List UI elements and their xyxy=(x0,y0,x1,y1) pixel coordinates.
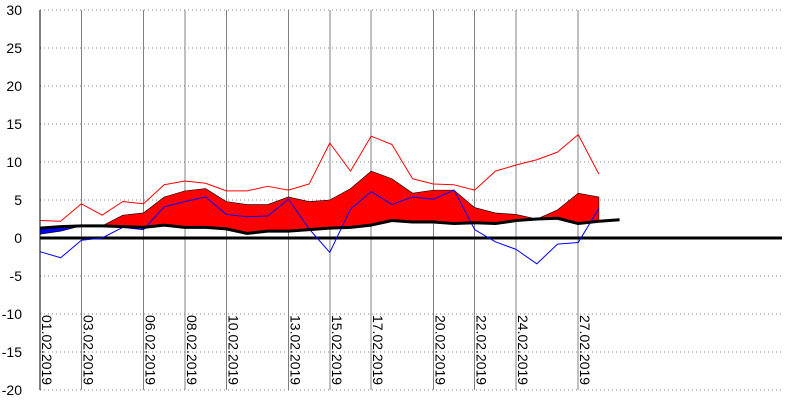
y-tick-label-9: -15 xyxy=(2,344,22,360)
y-tick-label-0: 30 xyxy=(6,2,22,18)
x-tick-label-5: 13.02.2019 xyxy=(287,315,303,385)
y-tick-labels: 30 25 20 15 10 5 0 -5 -10 -15 -20 xyxy=(2,2,22,398)
area-fills xyxy=(39,170,600,235)
x-tick-label-11: 27.02.2019 xyxy=(577,315,593,385)
x-tick-label-4: 10.02.2019 xyxy=(225,315,241,385)
x-tick-labels: 01.02.2019 03.02.2019 06.02.2019 08.02.2019… xyxy=(39,315,593,385)
x-tick-label-8: 20.02.2019 xyxy=(432,315,448,385)
y-tick-label-6: 0 xyxy=(14,230,22,246)
x-tick-label-10: 24.02.2019 xyxy=(515,315,531,385)
x-tick-label-2: 06.02.2019 xyxy=(143,315,159,385)
blue-series-line xyxy=(39,189,600,265)
black-mean-line xyxy=(39,216,620,235)
x-tick-label-0: 01.02.2019 xyxy=(39,315,55,385)
x-tick-label-7: 17.02.2019 xyxy=(370,315,386,385)
y-tick-label-2: 20 xyxy=(6,78,22,94)
y-tick-label-5: 5 xyxy=(14,192,22,208)
x-tick-label-6: 15.02.2019 xyxy=(329,315,345,385)
y-tick-label-4: 10 xyxy=(6,154,22,170)
y-tick-label-3: 15 xyxy=(6,116,22,132)
x-tick-label-3: 08.02.2019 xyxy=(184,315,200,385)
x-tick-label-9: 22.02.2019 xyxy=(474,315,490,385)
y-tick-label-10: -20 xyxy=(2,382,22,398)
red-series-line xyxy=(39,134,600,222)
y-tick-label-1: 25 xyxy=(6,40,22,56)
x-tick-label-1: 03.02.2019 xyxy=(80,315,96,385)
y-tick-label-7: -5 xyxy=(10,268,23,284)
y-tick-label-8: -10 xyxy=(2,306,22,322)
series-lines xyxy=(39,134,782,265)
red-area-fill xyxy=(39,170,600,234)
